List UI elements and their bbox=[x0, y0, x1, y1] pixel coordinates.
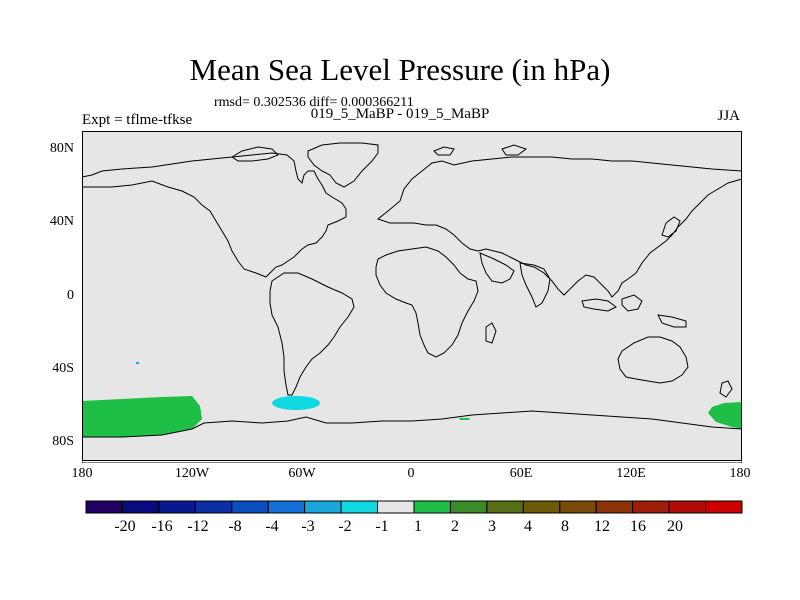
coastline-arabia bbox=[479, 252, 515, 284]
colorbar-label: -1 bbox=[375, 518, 389, 535]
colorbar-label: -12 bbox=[187, 518, 209, 535]
colorbar-label: -20 bbox=[114, 518, 136, 535]
anomaly-region-drake-passage bbox=[272, 396, 320, 410]
colorbar-label: -4 bbox=[265, 518, 279, 535]
season-label: JJA bbox=[717, 108, 740, 124]
x-tick-label: 60W bbox=[288, 466, 316, 481]
x-tick-label: 120E bbox=[616, 466, 646, 481]
coastline-north-america bbox=[82, 152, 347, 278]
colorbar-label: -3 bbox=[301, 518, 315, 535]
comparison-label: 019_5_MaBP - 019_5_MaBP bbox=[310, 106, 490, 122]
coastline-indonesia bbox=[581, 298, 617, 312]
colorbar-label: 4 bbox=[524, 518, 532, 535]
colorbar-label: 1 bbox=[414, 518, 422, 535]
coastline-india bbox=[519, 262, 551, 308]
colorbar-swatch bbox=[304, 500, 342, 514]
colorbar-label: 12 bbox=[594, 518, 610, 535]
coastline-greenland bbox=[307, 142, 379, 188]
anomaly-region-west-pacific bbox=[708, 402, 742, 429]
anomaly-region-south-atlantic bbox=[459, 418, 470, 420]
experiment-label: Expt = tflme-tfkse bbox=[82, 112, 193, 128]
chart-title: Mean Sea Level Pressure (in hPa) bbox=[189, 52, 611, 87]
colorbar-label: -16 bbox=[151, 518, 173, 535]
colorbar-swatch bbox=[194, 500, 233, 514]
colorbar-label: 16 bbox=[630, 518, 646, 535]
colorbar-label: 8 bbox=[561, 518, 569, 535]
y-tick-label: 40S bbox=[52, 361, 74, 376]
coastlines bbox=[82, 142, 742, 463]
map-plot bbox=[82, 131, 742, 463]
x-tick-label: 0 bbox=[407, 466, 415, 481]
colorbar-label: 3 bbox=[488, 518, 496, 535]
coastline-japan bbox=[661, 216, 681, 238]
colorbar-label: 20 bbox=[667, 518, 683, 535]
coastline-svalbard bbox=[433, 146, 455, 156]
colorbar-swatch bbox=[632, 500, 670, 514]
colorbar-swatch bbox=[267, 500, 306, 514]
coastline-eurasia-africa bbox=[376, 156, 742, 298]
y-tick-label: 0 bbox=[67, 288, 74, 303]
colorbar-swatch bbox=[121, 500, 160, 514]
colorbar-swatch bbox=[595, 500, 634, 514]
coastline-south-america bbox=[269, 272, 355, 396]
colorbar-label: 2 bbox=[451, 518, 459, 535]
colorbar-swatch bbox=[158, 500, 196, 514]
coastline-africa bbox=[375, 246, 479, 358]
x-tick-label: 180 bbox=[729, 466, 751, 481]
coastline-borneo bbox=[621, 294, 643, 312]
colorbar-swatch bbox=[486, 500, 524, 514]
colorbar-swatch bbox=[559, 500, 597, 514]
anomaly-speck bbox=[136, 362, 139, 364]
anomaly-region-south-pacific bbox=[82, 396, 202, 437]
colorbar-swatch bbox=[85, 500, 123, 514]
coastline-arctic-islands bbox=[231, 146, 279, 162]
colorbar-swatch bbox=[668, 500, 707, 514]
map-frame bbox=[82, 131, 742, 461]
anomaly-layer bbox=[82, 362, 742, 437]
coastline-novaya-zemlya bbox=[501, 144, 528, 156]
x-tick-label: 120W bbox=[174, 466, 210, 481]
x-tick-label: 180 bbox=[71, 466, 93, 481]
x-tick-label: 60E bbox=[509, 466, 533, 481]
y-tick-label: 40N bbox=[49, 214, 74, 229]
colorbar-label: -8 bbox=[228, 518, 242, 535]
coastline-new-zealand bbox=[719, 380, 733, 398]
colorbar-swatch bbox=[377, 500, 415, 514]
y-tick-label: 80N bbox=[49, 141, 74, 156]
colorbar-swatch bbox=[340, 500, 379, 514]
stats-label: rmsd= 0.302536 diff= 0.000366211 bbox=[214, 95, 414, 110]
y-tick-label: 80S bbox=[52, 434, 74, 449]
coastline-australia bbox=[617, 336, 689, 384]
colorbar-swatch bbox=[413, 500, 451, 514]
colorbar-label: -2 bbox=[338, 518, 352, 535]
coastline-new-guinea bbox=[657, 314, 687, 328]
colorbar-swatch bbox=[522, 500, 561, 514]
colorbar-swatch bbox=[449, 500, 488, 514]
colorbar-swatch bbox=[231, 500, 269, 514]
colorbar-swatch bbox=[705, 500, 743, 514]
coastline-antarctica bbox=[82, 410, 742, 463]
coastline-madagascar bbox=[485, 322, 497, 344]
colorbar bbox=[85, 500, 743, 514]
